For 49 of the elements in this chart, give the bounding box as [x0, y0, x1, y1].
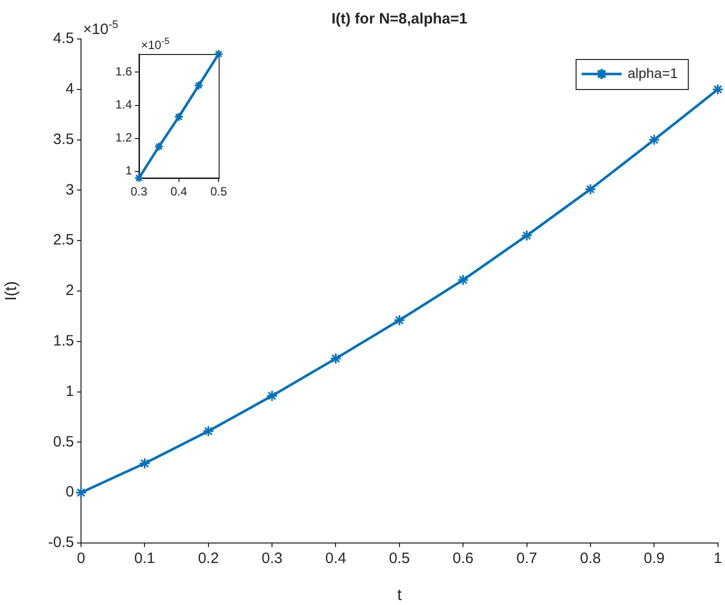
x-axis-title: t — [397, 586, 402, 604]
x-tick-label: 0.8 — [580, 550, 601, 568]
y-tick-label: 4.5 — [53, 30, 74, 48]
y-tick-label: 4 — [66, 80, 74, 98]
point — [648, 134, 660, 146]
y-tick-label: 2.5 — [53, 232, 74, 249]
point — [457, 274, 469, 286]
x-tick-label: 0.4 — [170, 184, 188, 199]
point — [154, 142, 164, 152]
x-tick-label: 0.3 — [130, 184, 148, 199]
point — [330, 352, 342, 364]
point — [266, 390, 278, 402]
point — [520, 230, 533, 242]
y-tick-label: 2 — [66, 282, 74, 300]
x-tick-label: 0.6 — [452, 550, 474, 568]
y-tick-label: 1.6 — [115, 64, 132, 78]
x-tick-label: 0.4 — [325, 550, 346, 568]
x-tick-label: 0.5 — [388, 550, 410, 568]
chart-title: I(t) for N=8,alpha=1 — [331, 10, 468, 28]
x-tick-label: 0.7 — [516, 550, 538, 568]
point — [134, 173, 144, 183]
point — [138, 458, 150, 470]
y-tick-label: 0.5 — [53, 433, 74, 450]
x-tick-label: 0.1 — [134, 550, 156, 568]
y-tick-label: 3 — [66, 181, 74, 198]
y-tick-label: 1.5 — [53, 332, 74, 350]
point — [712, 84, 724, 96]
x-tick-label: 0.9 — [644, 550, 665, 568]
y-tick-label: 1 — [125, 164, 132, 178]
point — [584, 183, 596, 195]
point — [202, 425, 214, 437]
point — [75, 486, 87, 498]
legend-label: alpha=1 — [628, 64, 678, 81]
y-tick-label: -0.5 — [48, 534, 74, 552]
x-tick-label: 0.2 — [198, 550, 219, 568]
x-tick-label: 0.3 — [262, 550, 282, 568]
point — [214, 49, 224, 59]
point — [194, 80, 204, 90]
y-tick-label: 1 — [66, 382, 74, 400]
x-tick-label: 0 — [76, 550, 86, 568]
y-tick-label: 1.4 — [115, 98, 132, 112]
x-tick-label: 1 — [714, 550, 722, 568]
y-tick-label: 0 — [66, 484, 74, 501]
y-tick-label: 3.5 — [53, 130, 74, 148]
y-tick-label: 1.2 — [115, 130, 132, 145]
x-tick-label: 0.5 — [210, 184, 228, 199]
y-axis-title: I(t) — [3, 281, 20, 301]
point — [394, 314, 406, 326]
point — [174, 112, 184, 122]
